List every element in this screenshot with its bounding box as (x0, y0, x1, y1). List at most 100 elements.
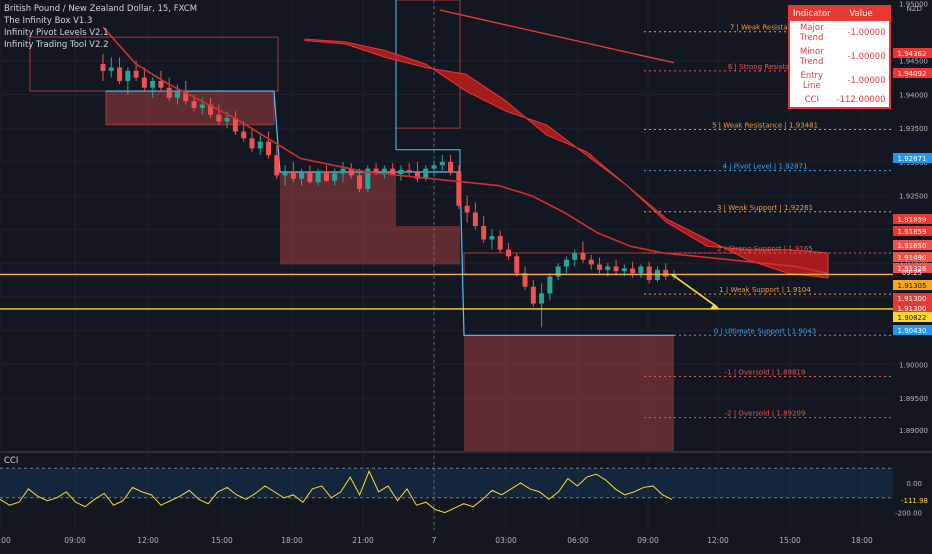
pivot-level-label: 7 | Weak Resistance (730, 24, 800, 32)
candle-body (497, 236, 503, 250)
candle-body (290, 172, 296, 179)
price-badge: 1.90822 (893, 312, 932, 322)
time-label: 7 (432, 536, 437, 545)
pivot-level-label: 2 | Strong Support | 1.9165 (717, 245, 813, 253)
candle-body (232, 118, 238, 132)
infinity-box (396, 226, 460, 265)
candle-body (299, 172, 305, 179)
price-badge-bg (893, 293, 932, 303)
table-row: Major Trend -1.00000 (789, 21, 890, 45)
candle-body (381, 168, 387, 173)
price-tick: 1.94500 (899, 58, 928, 66)
price-badge: 1.94362 (893, 48, 932, 58)
bar-countdown: 09:25 (902, 269, 922, 277)
candle-body (332, 173, 338, 181)
candle-body (464, 205, 470, 213)
price-badge-text: 1.94362 (898, 50, 927, 58)
row-name: CCI (804, 95, 819, 105)
candle-body (398, 170, 404, 175)
candle-body (249, 138, 255, 149)
candle-body (166, 87, 172, 98)
candle-body (406, 170, 412, 173)
price-badge-bg (893, 263, 932, 273)
price-badge-text: 1.91300 (898, 295, 927, 303)
price-badge-bg (893, 226, 932, 236)
candle-body (348, 168, 354, 176)
infinity-box (464, 335, 674, 452)
cci-pane-label: CCI (4, 456, 19, 466)
price-tick: 1.90000 (899, 361, 928, 369)
candle-body (141, 77, 147, 88)
price-badge-bg (893, 48, 932, 58)
candle-body (150, 80, 156, 88)
row-name: Minor Trend (799, 47, 824, 67)
indicator-label-2: Infinity Pivot Levels V2.1 (4, 28, 109, 38)
ichimoku-cloud (304, 38, 829, 279)
price-badge: 1.91859 (893, 226, 932, 236)
price-badge: 1.91859 (893, 214, 932, 224)
candle-body (241, 131, 247, 139)
candle-body (100, 64, 106, 71)
candle-body (646, 266, 652, 280)
time-label: 03:00 (495, 536, 517, 545)
time-axis-bg (0, 530, 932, 550)
row-name: Major Trend (799, 23, 824, 43)
pivot-level-label: 0 | Ultimate Support | 1.9043 (714, 327, 816, 335)
row-value: -112.00000 (836, 95, 886, 105)
time-label: 12:00 (707, 536, 729, 545)
pivot-level-label: -2 | Oversold | 1.89209 (725, 410, 806, 418)
candle-body (588, 259, 594, 265)
candle-body (431, 165, 437, 169)
cci-value-bg (893, 494, 932, 505)
price-tick: 1.94000 (899, 91, 928, 99)
candle-body (323, 172, 329, 181)
price-badge-text: 1.90822 (898, 314, 927, 322)
candle-body (307, 172, 313, 183)
table-row: Entry Line -1.00000 (789, 69, 890, 93)
price-badge-text: 1.91326 (898, 265, 927, 273)
candle-body (199, 104, 205, 108)
time-label: 06:00 (567, 536, 589, 545)
cci-value-badge: -111.98 (901, 497, 928, 505)
table-header-indicator: Indicator (789, 6, 834, 21)
time-label: 12:00 (137, 536, 159, 545)
price-tick: 1.95000 (899, 0, 928, 8)
ma-upper-line (439, 9, 675, 64)
candle-body (315, 172, 321, 183)
price-tick: 1.89000 (899, 427, 928, 435)
pivot-level-label: 6 | Strong Resistance (728, 63, 802, 71)
candle-body (621, 268, 627, 272)
candle-body (125, 70, 131, 81)
candle-body (481, 226, 487, 240)
price-badge-bg (893, 303, 932, 313)
pivot-level-label: 3 | Weak Support | 1.92261 (717, 204, 813, 212)
price-tick: 1.92500 (899, 193, 928, 201)
price-badge: 1.91300 (893, 303, 932, 313)
time-label: 06:00 (0, 536, 11, 545)
candle-body (580, 252, 586, 260)
price-badge-text: 1.91650 (898, 242, 927, 250)
candle-body (572, 252, 578, 260)
candle-body (638, 266, 644, 274)
time-label: 09:00 (64, 536, 86, 545)
cci-tick: 0.00 (906, 480, 922, 488)
candle-body (514, 256, 520, 274)
moving-average-line (102, 26, 829, 275)
indicator-label-3: Infinity Trading Tool V2.2 (4, 40, 109, 50)
candle-body (605, 266, 611, 270)
candle-body (274, 155, 280, 176)
price-badge-bg (893, 312, 932, 322)
trend-step-line (395, 0, 461, 173)
candle-body (133, 70, 139, 78)
price-badge-bg (893, 280, 932, 290)
candle-body (357, 175, 363, 189)
pivot-level-label: -1 | Oversold | 1.89819 (725, 369, 806, 377)
candle-body (439, 161, 445, 166)
candle-body (191, 101, 197, 108)
price-badge-text: 1.91300 (898, 305, 927, 313)
price-tick: 1.89500 (899, 395, 928, 403)
candle-body (340, 168, 346, 174)
cci-tick: -200.00 (895, 510, 922, 518)
